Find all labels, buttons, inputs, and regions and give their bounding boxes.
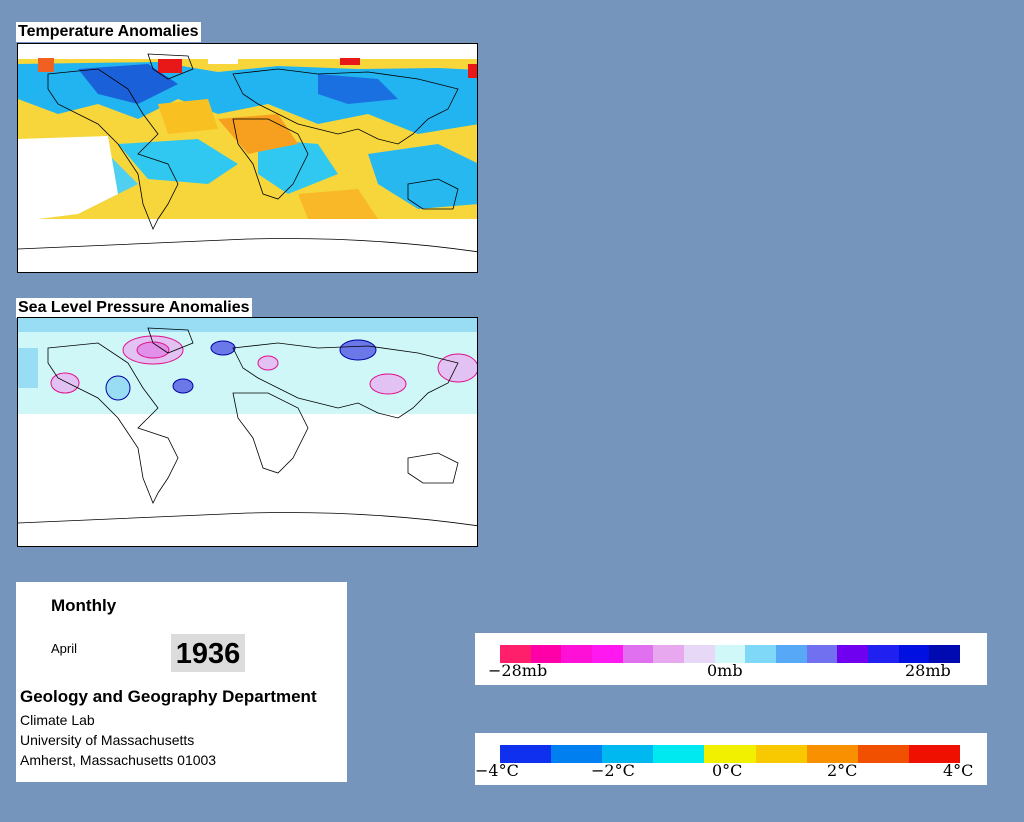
frequency-label: Monthly: [51, 596, 117, 615]
pressure-swatch-12: [868, 645, 899, 663]
address: Amherst, Massachusetts 01003: [20, 752, 217, 768]
year-display: 1936: [171, 634, 245, 672]
temperature-label-4: 4°C: [943, 761, 974, 780]
pressure-label-max: 28mb: [905, 661, 951, 680]
temperature-swatch-3: [653, 745, 705, 763]
temperature-swatch-4: [704, 745, 756, 763]
pressure-swatch-6: [684, 645, 715, 663]
temperature-swatch-6: [806, 745, 858, 763]
pressure-swatch-2: [561, 645, 593, 663]
temperature-anomaly-map: [17, 43, 478, 273]
lab-name: Climate Lab: [20, 712, 95, 728]
info-panel: Monthly April 1936 Geology and Geography…: [16, 582, 347, 782]
temperature-swatch-7: [857, 745, 909, 763]
pressure-anomaly-map: [17, 317, 478, 547]
temperature-colorbar-swatches: [500, 745, 960, 763]
pressure-colorbar-swatches: [500, 645, 961, 663]
pressure-swatch-5: [653, 645, 685, 663]
pressure-swatch-8: [745, 645, 777, 663]
pressure-swatch-0: [500, 645, 531, 663]
month-label: April: [51, 641, 78, 656]
pressure-swatch-4: [622, 645, 654, 663]
temperature-panel-title: Temperature Anomalies: [16, 22, 201, 42]
temperature-label-minus2: −2°C: [591, 761, 635, 780]
pressure-label-min: −28mb: [488, 661, 548, 680]
pressure-panel-title: Sea Level Pressure Anomalies: [16, 298, 252, 318]
pressure-colorbar: −28mb 0mb 28mb: [475, 633, 987, 685]
temperature-swatch-8: [908, 745, 960, 763]
temperature-swatch-1: [551, 745, 603, 763]
temperature-swatch-5: [755, 745, 807, 763]
temperature-label-2: 2°C: [827, 761, 858, 780]
temperature-colorbar: −4°C −2°C 0°C 2°C 4°C: [475, 733, 987, 785]
pressure-swatch-14: [929, 645, 961, 663]
pressure-swatch-10: [806, 645, 838, 663]
university-name: University of Massachusetts: [20, 732, 195, 748]
pressure-swatch-11: [837, 645, 869, 663]
temperature-swatch-2: [602, 745, 654, 763]
temperature-label-minus4: −4°C: [475, 761, 519, 780]
department-name: Geology and Geography Department: [20, 687, 317, 706]
pressure-label-zero: 0mb: [707, 661, 743, 680]
pressure-swatch-9: [776, 645, 807, 663]
pressure-swatch-3: [592, 645, 623, 663]
temperature-swatch-0: [500, 745, 552, 763]
temperature-label-0: 0°C: [712, 761, 743, 780]
pressure-swatch-13: [898, 645, 930, 663]
pressure-swatch-1: [530, 645, 562, 663]
pressure-swatch-7: [714, 645, 746, 663]
